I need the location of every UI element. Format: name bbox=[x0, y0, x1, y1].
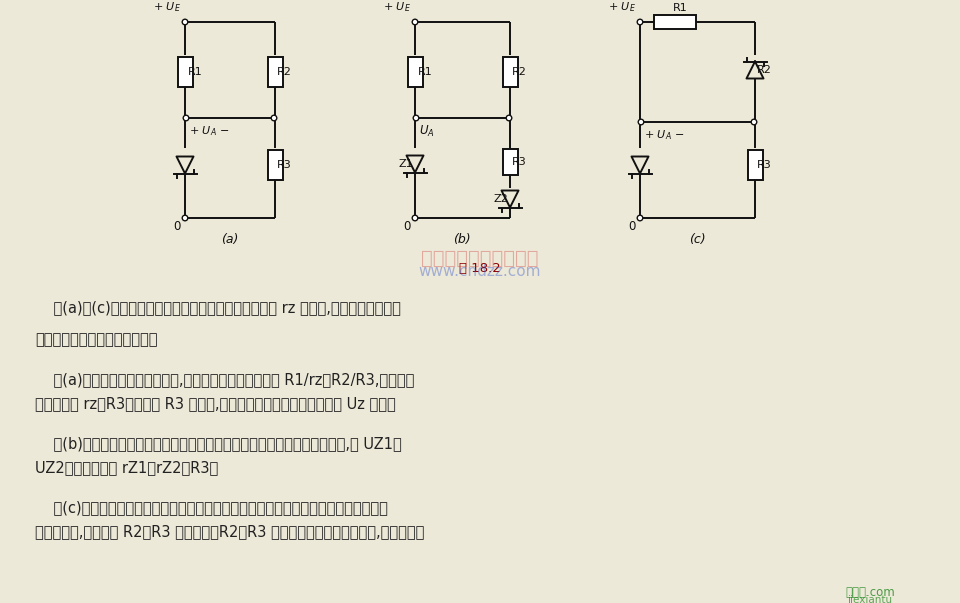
Text: + $U_E$: + $U_E$ bbox=[383, 0, 411, 14]
Text: 衡情况下有无限大的稳压系数。: 衡情况下有无限大的稳压系数。 bbox=[35, 332, 157, 347]
Circle shape bbox=[637, 215, 643, 221]
Text: Z1: Z1 bbox=[398, 159, 413, 169]
Text: (c): (c) bbox=[688, 233, 706, 247]
Text: 0: 0 bbox=[629, 220, 636, 233]
Circle shape bbox=[271, 115, 276, 121]
Text: 尽可能相等,两个电阻 R2、R3 也应相等。R2、R3 电阻的选择在工作区域中点,稳压管内阻: 尽可能相等,两个电阻 R2、R3 也应相等。R2、R3 电阻的选择在工作区域中点… bbox=[35, 524, 424, 539]
Text: 接线图.com: 接线图.com bbox=[845, 586, 895, 599]
Bar bbox=[178, 57, 193, 87]
Text: Z2: Z2 bbox=[493, 194, 508, 204]
Text: 出电阻约为 rz＋R3。为降低 R3 上压降,输出电压应同稳压管的工作电压 Uz 相等。: 出电阻约为 rz＋R3。为降低 R3 上压降,输出电压应同稳压管的工作电压 Uz… bbox=[35, 396, 396, 411]
Text: 0: 0 bbox=[403, 220, 411, 233]
Text: jiexiantu: jiexiantu bbox=[848, 595, 893, 603]
Text: R3: R3 bbox=[757, 160, 772, 170]
Text: R3: R3 bbox=[512, 157, 527, 167]
Text: 0: 0 bbox=[174, 220, 181, 233]
Text: + $U_E$: + $U_E$ bbox=[608, 0, 636, 14]
Text: R3: R3 bbox=[277, 160, 292, 170]
Circle shape bbox=[413, 115, 419, 121]
Text: (b): (b) bbox=[453, 233, 470, 247]
Bar bbox=[268, 57, 282, 87]
Bar bbox=[748, 150, 762, 180]
Circle shape bbox=[506, 115, 512, 121]
Text: R2: R2 bbox=[512, 67, 527, 77]
Bar bbox=[654, 15, 696, 29]
Circle shape bbox=[637, 19, 643, 25]
Circle shape bbox=[752, 119, 756, 125]
Text: + $U_A$ −: + $U_A$ − bbox=[644, 128, 684, 142]
Text: R2: R2 bbox=[277, 67, 292, 77]
Text: 图(b)电路特别适于稳定低电压。输出电压约等于两个稳压管工作电压之差,即 UZ1－: 图(b)电路特别适于稳定低电压。输出电压约等于两个稳压管工作电压之差,即 UZ1… bbox=[35, 436, 401, 451]
Bar bbox=[502, 57, 517, 87]
Bar bbox=[268, 150, 282, 180]
Text: 图 18.2: 图 18.2 bbox=[459, 262, 501, 274]
Text: R1: R1 bbox=[673, 3, 687, 13]
Text: R1: R1 bbox=[418, 67, 433, 77]
Text: 图(a)～(c)电路可有很高的稳压系数。如果稳压管内阻 rz 是常数,则在保持桥精确平: 图(a)～(c)电路可有很高的稳压系数。如果稳压管内阻 rz 是常数,则在保持桥… bbox=[35, 300, 401, 315]
Text: R1: R1 bbox=[188, 67, 203, 77]
Bar bbox=[502, 149, 517, 175]
Circle shape bbox=[182, 19, 188, 25]
Text: $U_A$: $U_A$ bbox=[419, 124, 435, 139]
Text: + $U_E$: + $U_E$ bbox=[154, 0, 181, 14]
Circle shape bbox=[182, 215, 188, 221]
Text: + $U_A$ −: + $U_A$ − bbox=[189, 124, 229, 138]
Circle shape bbox=[412, 215, 418, 221]
Circle shape bbox=[412, 19, 418, 25]
Text: R2: R2 bbox=[757, 65, 772, 75]
Circle shape bbox=[638, 119, 644, 125]
Text: (a): (a) bbox=[222, 233, 239, 247]
Circle shape bbox=[183, 115, 189, 121]
Bar bbox=[407, 57, 422, 87]
Text: 图(c)电路只适于输入电压和输出电压之间差值很小的情况。两个稳压管的工作电压应: 图(c)电路只适于输入电压和输出电压之间差值很小的情况。两个稳压管的工作电压应 bbox=[35, 500, 388, 515]
Text: 杭州炫赢科技有限公司: 杭州炫赢科技有限公司 bbox=[421, 248, 539, 268]
Text: www.cndzz.com: www.cndzz.com bbox=[419, 265, 541, 280]
Text: 图(a)电路负载接在桥对角线上,在稳压范围中点满足条件 R1/rz＝R2/R3,电路的输: 图(a)电路负载接在桥对角线上,在稳压范围中点满足条件 R1/rz＝R2/R3,… bbox=[35, 372, 415, 387]
Text: UZ2。输出电阻为 rZ1－rZ2＋R3。: UZ2。输出电阻为 rZ1－rZ2＋R3。 bbox=[35, 460, 218, 475]
